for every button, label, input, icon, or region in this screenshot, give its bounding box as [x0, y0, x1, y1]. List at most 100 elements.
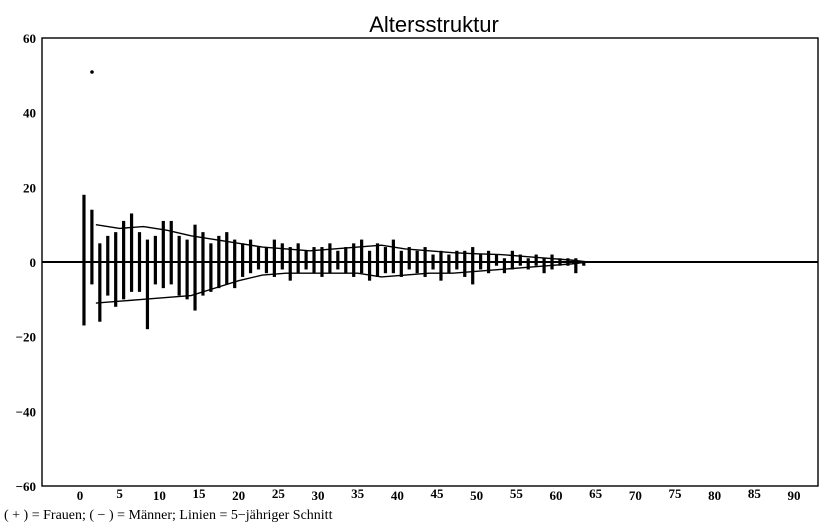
bar-maenner: [344, 262, 348, 274]
bar-frauen: [486, 250, 491, 262]
bar-frauen: [233, 239, 237, 262]
y-tick-label: −40: [16, 404, 36, 419]
bar-frauen: [209, 243, 213, 262]
bar-frauen: [320, 247, 324, 262]
bar-maenner: [542, 262, 546, 274]
bar-frauen: [312, 247, 316, 262]
bar-maenner: [431, 262, 435, 270]
bar-maenner: [558, 262, 562, 266]
bar-maenner: [526, 262, 530, 270]
x-tick-label: 35: [351, 486, 365, 501]
x-tick-label: 70: [629, 488, 642, 503]
bar-frauen: [145, 239, 150, 262]
average-line: [95, 261, 588, 304]
y-axis: 60 40 20 0 −20 −40 −60: [16, 31, 36, 494]
bar-frauen: [502, 258, 507, 262]
bar-maenner: [439, 262, 443, 281]
bar-frauen: [256, 247, 261, 262]
bar-frauen: [391, 239, 395, 262]
bar-maenner: [463, 262, 467, 277]
bar-maenner: [272, 262, 276, 277]
bar-frauen: [558, 258, 562, 262]
bar-maenner: [494, 262, 499, 266]
bar-frauen: [526, 258, 530, 262]
bar-maenner: [225, 262, 229, 285]
bar-maenner: [447, 262, 451, 274]
bar-maenner: [177, 262, 181, 296]
bar-frauen: [153, 235, 157, 262]
x-tick-label: 75: [669, 486, 683, 501]
bar-frauen: [177, 235, 181, 262]
bar-frauen: [272, 239, 276, 262]
bar-maenner: [106, 262, 110, 296]
bar-frauen: [344, 247, 348, 262]
bar-frauen: [185, 239, 189, 262]
bar-frauen: [455, 250, 459, 262]
bar-maenner: [502, 262, 507, 274]
bar-maenner: [256, 262, 261, 270]
bar-maenner: [518, 262, 522, 266]
bar-maenner: [407, 262, 411, 270]
bar-frauen: [217, 235, 221, 262]
bar-frauen: [415, 250, 419, 262]
bar-frauen: [352, 243, 356, 262]
bar-maenner: [582, 262, 586, 266]
bar-maenner: [241, 262, 245, 277]
bar-frauen: [82, 194, 86, 262]
bar-maenner: [296, 262, 300, 274]
bar-frauen: [90, 209, 94, 262]
x-tick-label: 50: [470, 488, 483, 503]
y-tick-label: −20: [16, 330, 36, 345]
bar-maenner: [399, 262, 403, 277]
bar-frauen: [328, 243, 332, 262]
bar-frauen: [264, 247, 269, 262]
bar-frauen: [280, 243, 284, 262]
bar-frauen: [494, 254, 499, 262]
bar-frauen: [423, 247, 427, 262]
x-tick-label: 55: [510, 486, 524, 501]
average-lines-group: [95, 223, 588, 304]
bar-frauen: [518, 254, 522, 262]
x-tick-label: 40: [391, 488, 404, 503]
bar-frauen: [169, 220, 173, 262]
bar-frauen: [122, 220, 126, 262]
x-tick-label: 90: [788, 488, 801, 503]
bar-maenner: [193, 262, 197, 311]
bar-maenner: [264, 262, 269, 274]
bar-maenner: [415, 262, 419, 274]
bar-frauen: [201, 232, 205, 262]
average-line: [95, 223, 588, 263]
bar-maenner: [145, 262, 150, 330]
bar-maenner: [280, 262, 284, 270]
bar-maenner: [360, 262, 364, 274]
bar-maenner: [233, 262, 237, 289]
x-tick-label: 85: [748, 486, 762, 501]
x-axis: 0 5 10 15 20 25 30 35 40 45 50 55 60 65 70 75 80 85 90: [77, 486, 801, 503]
bar-frauen: [510, 250, 514, 262]
x-tick-label: 20: [232, 488, 245, 503]
x-tick-label: 45: [431, 486, 445, 501]
bar-maenner: [98, 262, 102, 322]
bar-frauen: [534, 254, 538, 262]
bar-frauen: [193, 224, 197, 262]
bar-maenner: [328, 262, 332, 274]
bar-maenner: [574, 262, 578, 274]
bar-frauen: [479, 254, 483, 262]
bar-maenner: [201, 262, 205, 296]
x-tick-label: 25: [272, 486, 286, 501]
bar-maenner: [185, 262, 189, 300]
x-tick-label: 65: [589, 486, 603, 501]
bar-maenner: [153, 262, 157, 285]
bar-frauen: [296, 243, 300, 262]
bar-maenner: [122, 262, 126, 300]
y-tick-label: −60: [16, 479, 36, 494]
bar-frauen: [367, 250, 372, 262]
x-tick-label: 5: [116, 486, 123, 501]
bar-frauen: [375, 243, 380, 262]
bar-frauen: [463, 250, 467, 262]
bar-frauen: [248, 239, 253, 262]
outlier-dot: [90, 70, 94, 74]
bar-frauen: [161, 220, 165, 262]
bar-maenner: [248, 262, 253, 274]
